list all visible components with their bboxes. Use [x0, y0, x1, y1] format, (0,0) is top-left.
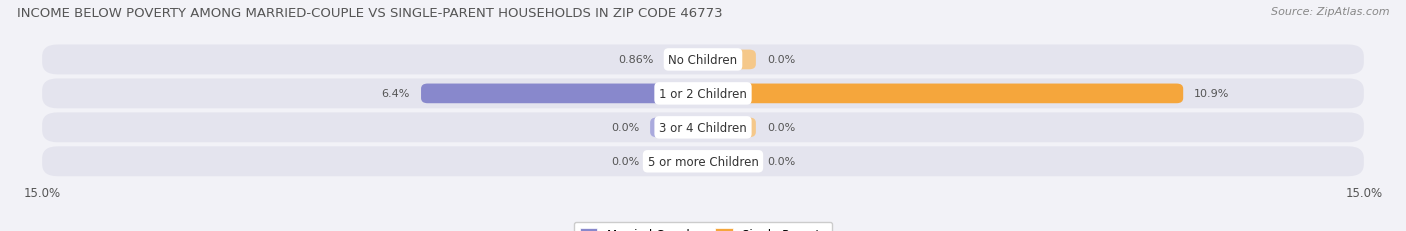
Text: 0.0%: 0.0%	[610, 123, 640, 133]
Text: Source: ZipAtlas.com: Source: ZipAtlas.com	[1271, 7, 1389, 17]
Text: 3 or 4 Children: 3 or 4 Children	[659, 121, 747, 134]
FancyBboxPatch shape	[42, 45, 1364, 75]
FancyBboxPatch shape	[665, 50, 703, 70]
FancyBboxPatch shape	[703, 152, 756, 171]
Text: 10.9%: 10.9%	[1194, 89, 1230, 99]
Text: 0.0%: 0.0%	[766, 157, 796, 167]
Text: 0.86%: 0.86%	[619, 55, 654, 65]
FancyBboxPatch shape	[650, 118, 703, 138]
Text: 0.0%: 0.0%	[766, 55, 796, 65]
Text: 5 or more Children: 5 or more Children	[648, 155, 758, 168]
FancyBboxPatch shape	[42, 147, 1364, 176]
Text: INCOME BELOW POVERTY AMONG MARRIED-COUPLE VS SINGLE-PARENT HOUSEHOLDS IN ZIP COD: INCOME BELOW POVERTY AMONG MARRIED-COUPL…	[17, 7, 723, 20]
Text: No Children: No Children	[668, 54, 738, 67]
Text: 0.0%: 0.0%	[610, 157, 640, 167]
Text: 6.4%: 6.4%	[381, 89, 411, 99]
Text: 1 or 2 Children: 1 or 2 Children	[659, 88, 747, 100]
FancyBboxPatch shape	[650, 152, 703, 171]
FancyBboxPatch shape	[42, 79, 1364, 109]
FancyBboxPatch shape	[703, 50, 756, 70]
FancyBboxPatch shape	[420, 84, 703, 104]
Legend: Married Couples, Single Parents: Married Couples, Single Parents	[574, 222, 832, 231]
FancyBboxPatch shape	[703, 118, 756, 138]
FancyBboxPatch shape	[703, 84, 1184, 104]
FancyBboxPatch shape	[42, 113, 1364, 143]
Text: 0.0%: 0.0%	[766, 123, 796, 133]
